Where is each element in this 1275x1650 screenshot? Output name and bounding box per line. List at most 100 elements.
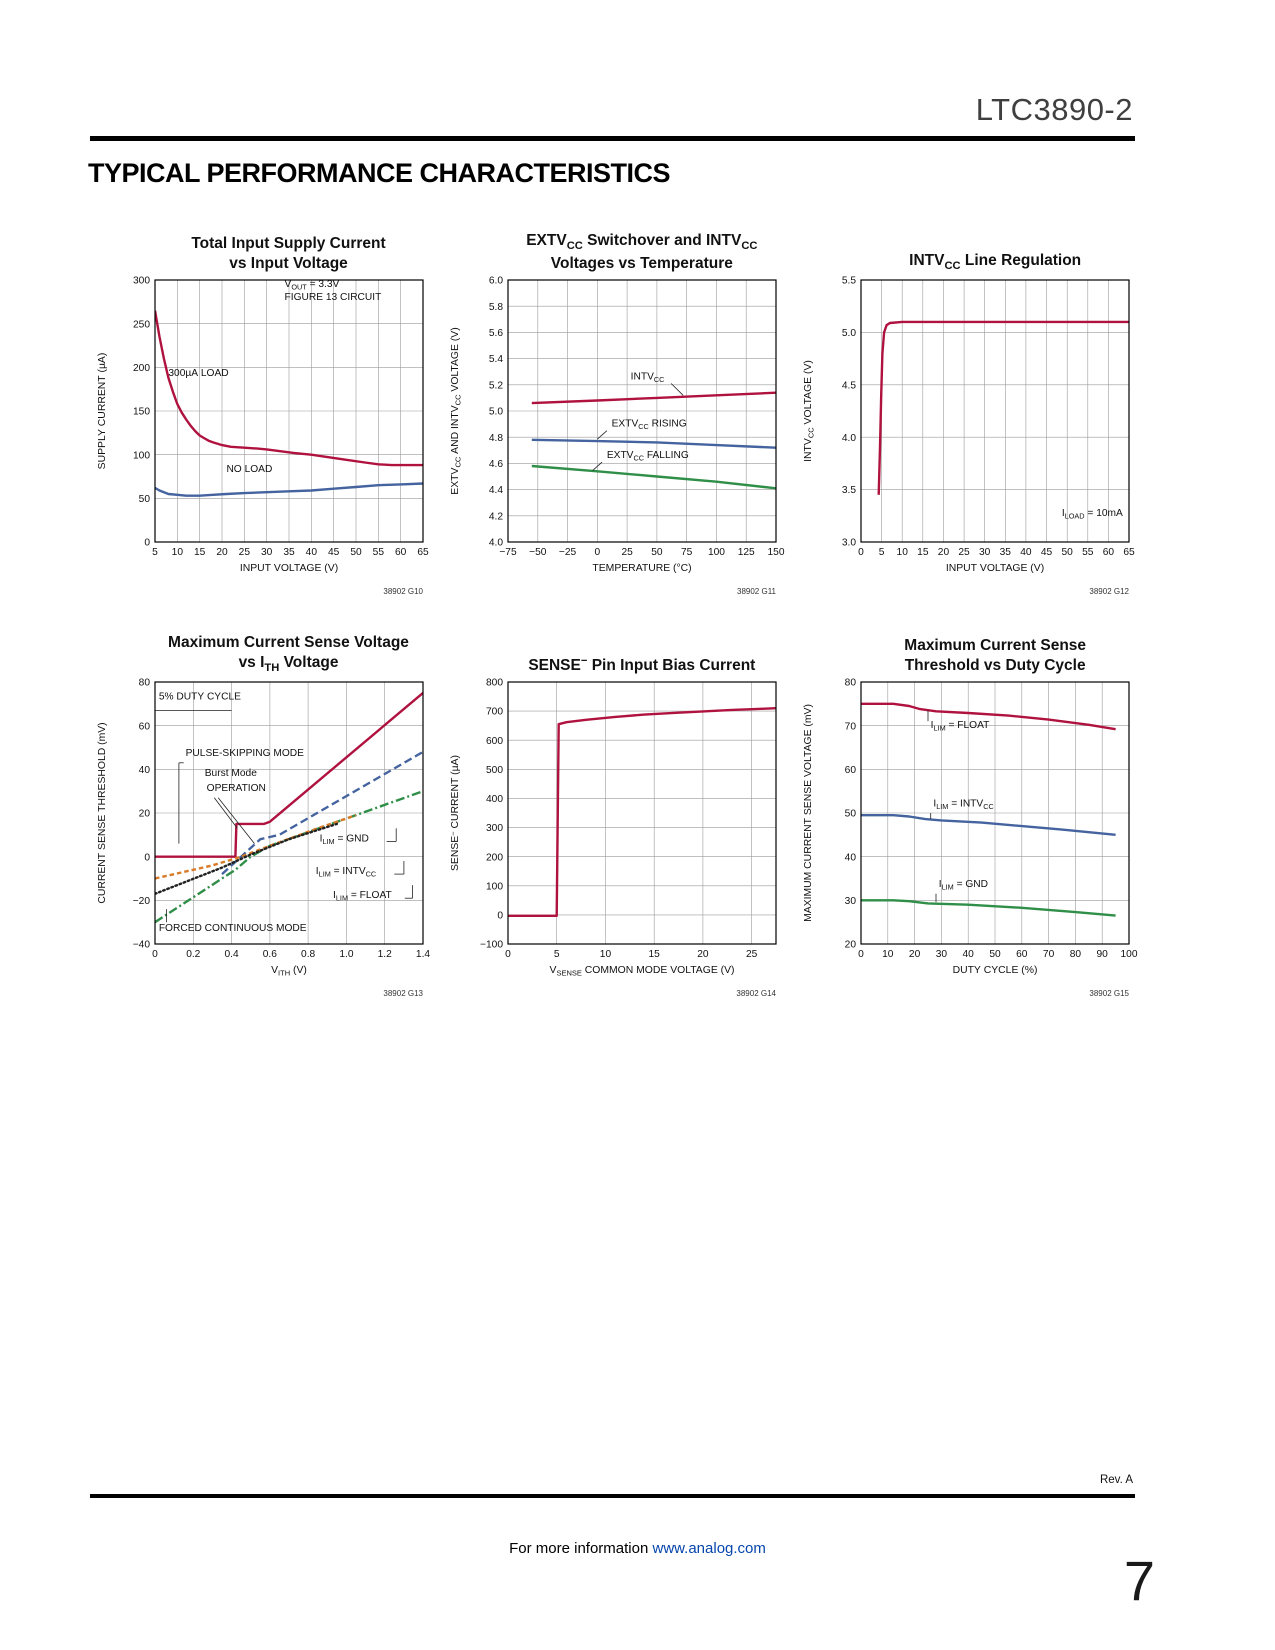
svg-text:65: 65 [417, 547, 429, 558]
svg-text:4.8: 4.8 [489, 433, 503, 444]
svg-text:60: 60 [845, 765, 857, 776]
svg-text:30: 30 [845, 896, 857, 907]
chart-title-line1: Total Input Supply Current [191, 234, 386, 252]
svg-text:0: 0 [497, 910, 503, 921]
svg-text:75: 75 [681, 547, 693, 558]
page-number: 7 [1123, 1549, 1155, 1612]
chart-g14: SENSE− Pin Input Bias Current 0 5 10 15 20 25… [441, 630, 794, 1000]
svg-text:5: 5 [152, 547, 158, 558]
svg-text:5: 5 [879, 547, 885, 558]
svg-text:25: 25 [621, 547, 633, 558]
series-sense-bias-current [507, 707, 776, 918]
svg-text:ILIM = FLOAT: ILIM = FLOAT [333, 890, 392, 903]
svg-text:−40: −40 [132, 940, 150, 951]
svg-text:30: 30 [979, 547, 991, 558]
gridlines [154, 279, 423, 543]
series-intvcc-line [877, 320, 1130, 495]
chart-title-line2: INTVCC Line Regulation [909, 252, 1082, 273]
chart-title-line1: EXTVCC Switchover and INTVCC [526, 232, 758, 253]
svg-text:70: 70 [845, 721, 857, 732]
svg-text:30: 30 [936, 949, 948, 960]
svg-text:5.0: 5.0 [489, 407, 503, 418]
svg-text:150: 150 [133, 407, 150, 418]
svg-text:25: 25 [746, 949, 758, 960]
svg-text:15: 15 [917, 547, 929, 558]
svg-text:ILOAD = 10mA: ILOAD = 10mA [1062, 508, 1123, 521]
svg-text:50: 50 [1062, 547, 1074, 558]
svg-text:4.4: 4.4 [489, 485, 503, 496]
svg-text:4.0: 4.0 [842, 433, 856, 444]
chart-title-line2: SENSE− Pin Input Bias Current [528, 654, 756, 674]
svg-text:40: 40 [138, 765, 150, 776]
svg-text:38902 G13: 38902 G13 [383, 989, 423, 998]
chart-svg: −75 −50 −25 0 25 50 75 100 125 150 4.0 4.2 4.4 4.6 4.8… [450, 276, 785, 596]
annotation-leader [670, 383, 684, 396]
svg-text:−100: −100 [480, 940, 503, 951]
chart-title-line2: Voltages vs Temperature [550, 254, 733, 272]
svg-text:1.4: 1.4 [415, 949, 429, 960]
svg-text:60: 60 [394, 547, 406, 558]
footer-link[interactable]: www.analog.com [652, 1540, 766, 1557]
plot-border [153, 279, 424, 543]
chart-title: INTVCC Line Regulation [795, 228, 1148, 274]
svg-text:200: 200 [486, 852, 503, 863]
svg-text:50: 50 [138, 494, 150, 505]
svg-text:6.0: 6.0 [489, 276, 503, 287]
svg-text:38902 G11: 38902 G11 [737, 587, 777, 596]
series-dotted-mode [154, 822, 338, 896]
svg-text:400: 400 [486, 794, 503, 805]
svg-text:EXTVCC RISING: EXTVCC RISING [611, 419, 686, 432]
svg-text:4.5: 4.5 [842, 380, 856, 391]
svg-text:38902 G14: 38902 G14 [736, 989, 776, 998]
svg-text:5% DUTY CYCLE: 5% DUTY CYCLE [158, 691, 240, 702]
svg-text:MAXIMUM CURRENT SENSE VOLTAGE: MAXIMUM CURRENT SENSE VOLTAGE (mV) [803, 704, 814, 922]
svg-text:300: 300 [133, 276, 150, 287]
svg-text:FIGURE 13 CIRCUIT: FIGURE 13 CIRCUIT [284, 292, 381, 303]
chart-canvas: 0 5 10 15 20 25 −100 0 100 200 300 400 500 600 700 800 V… [444, 676, 792, 1000]
svg-text:3.5: 3.5 [842, 485, 856, 496]
svg-text:5.5: 5.5 [842, 276, 856, 287]
svg-text:150: 150 [767, 547, 784, 558]
chart-svg: 0 5 10 15 20 25 30 35 40 45 50 55 60 65 3.0 3.5 4.0 4.5 5.… [803, 276, 1135, 596]
svg-text:ILIM = INTVCC: ILIM = INTVCC [315, 866, 375, 879]
chart-g10: Total Input Supply Current vs Input Volt… [88, 228, 441, 598]
series-no-load [154, 482, 423, 497]
svg-text:30: 30 [260, 547, 272, 558]
svg-text:0.6: 0.6 [262, 949, 276, 960]
gridlines [507, 681, 776, 945]
svg-text:EXTVCC AND INTVCC VOLTAGE (V): EXTVCC AND INTVCC VOLTAGE (V) [450, 327, 463, 494]
chart-title-line1: Maximum Current Sense [904, 636, 1087, 654]
chart-title: Maximum Current Sense Voltage vs ITH Vol… [88, 630, 441, 676]
section-title: TYPICAL PERFORMANCE CHARACTERISTICS [88, 158, 671, 188]
annotation-leader [592, 461, 603, 471]
footer-rule [90, 1494, 1135, 1498]
svg-text:INTVCC: INTVCC [631, 372, 665, 385]
svg-text:50: 50 [845, 809, 857, 820]
svg-text:0: 0 [505, 949, 511, 960]
series-300ua-load [154, 310, 423, 467]
svg-text:4.6: 4.6 [489, 459, 503, 470]
svg-text:0: 0 [144, 538, 150, 549]
svg-text:60: 60 [1016, 949, 1028, 960]
svg-text:DUTY CYCLE (%): DUTY CYCLE (%) [953, 965, 1038, 976]
chart-title: Total Input Supply Current vs Input Volt… [88, 228, 441, 274]
svg-text:50: 50 [989, 949, 1001, 960]
svg-text:INTVCC VOLTAGE (V): INTVCC VOLTAGE (V) [803, 360, 816, 462]
plot-border [507, 279, 777, 543]
svg-text:1.0: 1.0 [339, 949, 353, 960]
svg-text:250: 250 [133, 319, 150, 330]
svg-text:ILIM = INTVCC: ILIM = INTVCC [934, 798, 994, 811]
chart-title-line1: Maximum Current Sense Voltage [168, 634, 409, 652]
svg-text:INPUT VOLTAGE (V): INPUT VOLTAGE (V) [946, 563, 1044, 574]
svg-text:40: 40 [845, 852, 857, 863]
svg-text:3.0: 3.0 [842, 538, 856, 549]
svg-text:80: 80 [138, 678, 150, 689]
svg-text:25: 25 [959, 547, 971, 558]
svg-text:15: 15 [648, 949, 660, 960]
header-rule [90, 136, 1135, 141]
svg-text:100: 100 [486, 881, 503, 892]
svg-text:VSENSE COMMON MODE VOLTAGE (V): VSENSE COMMON MODE VOLTAGE (V) [549, 965, 734, 978]
chart-g13: Maximum Current Sense Voltage vs ITH Vol… [88, 630, 441, 1000]
charts-grid: Total Input Supply Current vs Input Volt… [88, 228, 1148, 1000]
svg-text:10: 10 [897, 547, 909, 558]
